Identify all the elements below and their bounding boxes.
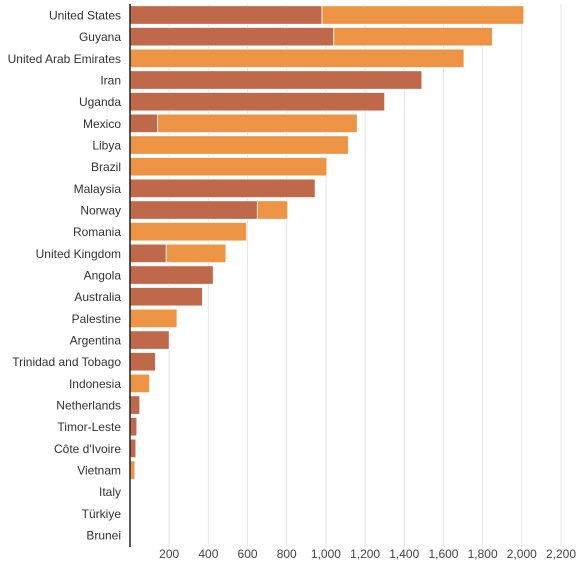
category-label-iran: Iran (100, 74, 121, 88)
category-label-angola: Angola (84, 269, 122, 283)
category-label-brazil: Brazil (91, 160, 121, 174)
category-label-t-rkiye: Türkiye (82, 507, 122, 521)
bar-trinidad-and-tobago-series-1 (129, 352, 156, 372)
x-tick-label: 200 (159, 547, 179, 561)
category-label-trinidad-and-tobago: Trinidad and Tobago (12, 355, 121, 369)
bar-netherlands-series-1 (129, 395, 141, 415)
category-label-uganda: Uganda (79, 95, 121, 109)
bar-indonesia-series-2 (129, 373, 150, 394)
x-tick-label: 2,000 (507, 547, 537, 561)
category-label-guyana: Guyana (79, 30, 121, 44)
category-label-united-arab-emirates: United Arab Emirates (8, 52, 121, 66)
category-label-italy: Italy (99, 485, 121, 499)
category-labels: United States Guyana United Arab Emirates I… (8, 9, 122, 543)
bar-timor-leste-series-1 (129, 417, 138, 437)
category-label-c-te-d-ivoire: Côte d'Ivoire (54, 442, 121, 456)
x-tick-label: 1,200 (350, 547, 380, 561)
bar-mexico-series-2 (157, 113, 358, 133)
category-label-norway: Norway (80, 204, 121, 218)
category-label-indonesia: Indonesia (69, 377, 121, 391)
x-tick-label: 800 (277, 547, 297, 561)
bar-mexico-series-1 (129, 113, 158, 133)
x-tick-label: 1,400 (389, 547, 419, 561)
bar-australia-series-1 (129, 287, 203, 307)
category-label-australia: Australia (74, 290, 121, 304)
category-label-united-kingdom: United Kingdom (36, 247, 121, 261)
category-label-vietnam: Vietnam (77, 464, 121, 478)
bar-united-arab-emirates-series-2 (129, 48, 465, 68)
bar-malaysia-series-1 (129, 178, 316, 199)
category-label-argentina: Argentina (70, 334, 122, 348)
bar-united-kingdom-series-2 (165, 243, 227, 264)
bar-guyana-series-2 (333, 27, 493, 47)
x-tick-label: 1,800 (468, 547, 498, 561)
category-label-libya: Libya (92, 139, 121, 153)
x-tick-labels: 200 400 600 800 1,000 1,200 1,400 1,600 1,800 2,0… (159, 547, 576, 561)
bar-uganda-series-1 (129, 92, 386, 112)
bar-c-te-d-ivoire-series-1 (129, 438, 137, 459)
bar-united-kingdom-series-1 (129, 243, 167, 264)
category-label-netherlands: Netherlands (56, 399, 121, 413)
x-tick-label: 2,200 (546, 547, 576, 561)
bar-angola-series-1 (129, 265, 214, 285)
category-label-malaysia: Malaysia (74, 182, 122, 196)
x-tick-label: 400 (198, 547, 218, 561)
bar-united-states-series-1 (129, 5, 323, 25)
category-label-united-states: United States (49, 9, 121, 23)
bar-palestine-series-2 (129, 308, 178, 329)
x-tick-label: 1,600 (428, 547, 458, 561)
category-label-romania: Romania (73, 225, 121, 239)
category-label-timor-leste: Timor-Leste (57, 420, 121, 434)
bar-argentina-series-1 (129, 330, 170, 350)
category-label-mexico: Mexico (83, 117, 121, 131)
bar-libya-series-2 (129, 135, 349, 155)
bar-united-states-series-2 (321, 5, 525, 25)
bar-iran-series-1 (129, 70, 423, 90)
bars (129, 5, 525, 480)
bar-norway-series-1 (129, 200, 258, 220)
bar-guyana-series-1 (129, 27, 335, 47)
x-tick-label: 600 (238, 547, 258, 561)
category-label-brunei: Brunei (86, 529, 121, 543)
bar-norway-series-2 (256, 200, 289, 220)
bar-brazil-series-2 (129, 157, 328, 177)
x-tick-label: 1,000 (311, 547, 341, 561)
category-label-palestine: Palestine (72, 312, 122, 326)
bar-romania-series-2 (129, 222, 247, 242)
